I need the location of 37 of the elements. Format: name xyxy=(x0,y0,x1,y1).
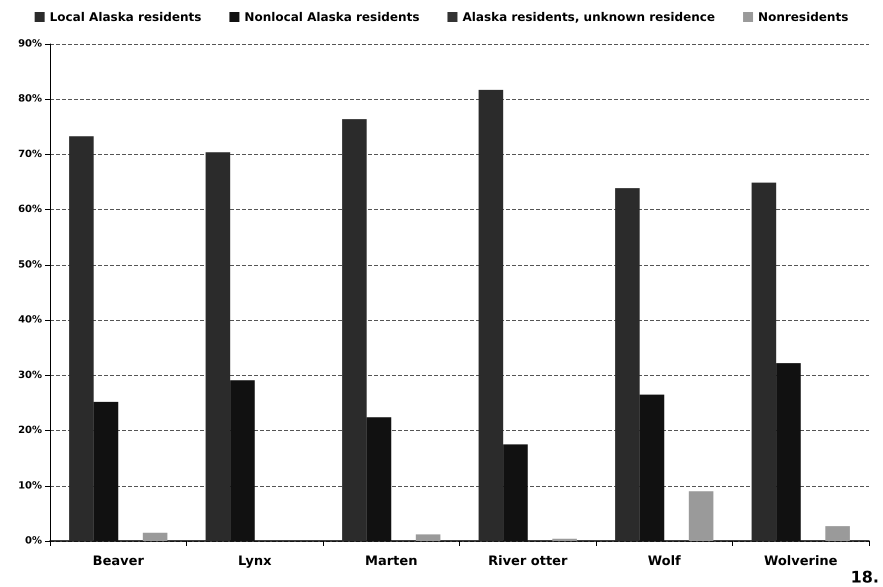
y-tick-label: 80% xyxy=(18,94,42,105)
y-tick-label: 40% xyxy=(18,314,42,326)
x-tick-label: Lynx xyxy=(238,554,272,569)
bar xyxy=(94,402,118,541)
x-tick-label: Wolf xyxy=(648,554,682,569)
legend-label: Nonlocal Alaska residents xyxy=(244,10,420,24)
bar xyxy=(142,532,168,541)
bar xyxy=(640,394,664,541)
y-tick-label: 60% xyxy=(18,204,42,216)
bar xyxy=(503,444,528,541)
y-tick-label: 20% xyxy=(18,425,42,436)
bar xyxy=(230,380,255,541)
x-tick-label: Marten xyxy=(365,554,418,569)
y-tick-label: 30% xyxy=(18,370,42,381)
bar xyxy=(69,136,94,541)
bar xyxy=(615,188,640,541)
x-tick-label: River otter xyxy=(488,554,568,569)
bar xyxy=(206,152,230,541)
y-tick-label: 50% xyxy=(18,259,42,270)
legend-label: Nonresidents xyxy=(758,10,848,24)
bar xyxy=(366,417,392,541)
legend-label: Local Alaska residents xyxy=(50,10,202,24)
bar xyxy=(688,491,714,541)
bar xyxy=(825,526,850,541)
x-tick-label: Beaver xyxy=(92,554,144,569)
bar xyxy=(478,90,504,541)
y-tick-label: 0% xyxy=(25,536,42,546)
y-tick-label: 10% xyxy=(18,480,42,492)
bar xyxy=(342,119,367,541)
legend-label: Alaska residents, unknown residence xyxy=(462,10,716,24)
y-tick-label: 90% xyxy=(18,38,42,50)
bar xyxy=(752,182,776,541)
bar xyxy=(416,534,440,541)
text: 18. xyxy=(850,568,879,586)
bar xyxy=(776,363,801,541)
y-tick-label: 70% xyxy=(18,148,42,160)
x-tick-label: Wolverine xyxy=(764,554,838,569)
